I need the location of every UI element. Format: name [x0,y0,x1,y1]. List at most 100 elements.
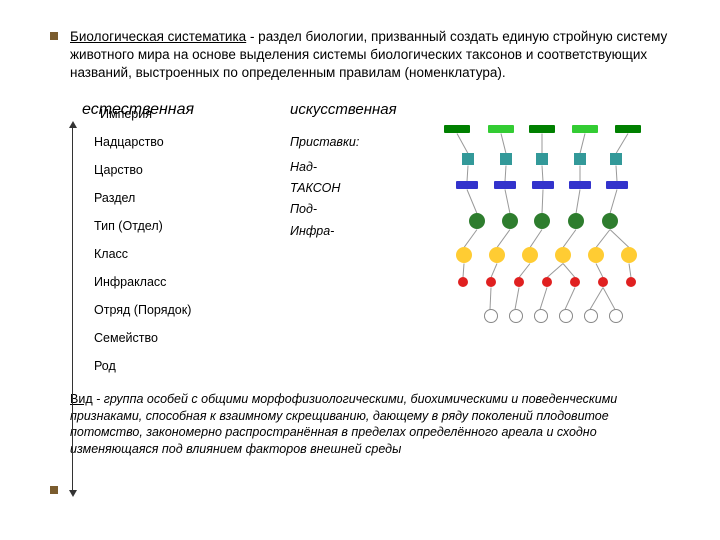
diagram-node [534,309,548,323]
diagram-node [598,277,608,287]
diagram-node [488,125,514,133]
diagram-node [444,125,470,133]
diagram-edge [467,165,469,181]
taxon-item: Отряд (Порядок) [94,303,290,317]
diagram-edge [603,287,616,309]
diagram-node [486,277,496,287]
prefix-item: Инфра- [290,221,420,242]
diagram-node [584,309,598,323]
prefix-item: Под- [290,199,420,220]
arrow-down-icon [72,251,73,491]
diagram-node [568,213,584,229]
diagram-node [469,213,485,229]
diagram-node [542,277,552,287]
diagram-node [500,153,512,165]
diagram-edge [491,263,498,277]
diagram-node [458,277,468,287]
content-columns: естественная ИмперияНадцарствоЦарствоРаз… [70,101,670,387]
diagram-edge [519,263,531,278]
diagram-edge [530,229,543,248]
diagram-node [572,125,598,133]
diagram-node [462,153,474,165]
diagram-edge [580,133,586,153]
diagram-node [534,213,550,229]
bullet-icon [50,486,58,494]
diagram-node [502,213,518,229]
diagram-node [610,153,622,165]
title-underline: Биологическая систематика [70,29,246,44]
prefix-item: ТАКСОН [290,178,420,199]
diagram-edge [563,229,577,248]
diagram-edge [563,263,576,278]
diagram-edge [590,287,604,310]
diagram-edge [464,229,478,248]
vid-text: - группа особей с общими морфофизиологич… [70,392,617,457]
taxon-item: Семейство [94,331,290,345]
taxon-item: Надцарство [94,135,290,149]
diagram-node [509,309,523,323]
taxon-item: Империя [100,107,290,121]
bullet-icon [50,32,58,40]
diagram-edge [616,165,618,181]
diagram-edge [515,287,520,309]
diagram-edge [542,133,543,153]
prefix-block: Приставки: Над-ТАКСОНПод-Инфра- [290,132,420,242]
diagram-node [532,181,554,189]
diagram-edge [505,189,511,213]
diagram-edge [497,229,511,248]
hierarchy-diagram [424,125,654,375]
diagram-node [494,181,516,189]
taxon-item: Инфракласс [94,275,290,289]
taxon-item: Тип (Отдел) [94,219,290,233]
diagram-edge [629,263,632,277]
diagram-node [569,181,591,189]
diagram-edge [616,133,629,154]
diagram-node [514,277,524,287]
diagram-node [602,213,618,229]
natural-column: естественная ИмперияНадцарствоЦарствоРаз… [70,101,290,387]
diagram-edge [565,287,576,309]
artificial-column: искусственная Приставки: Над-ТАКСОНПод-И… [290,101,420,242]
diagram-node [570,277,580,287]
diagram-node [484,309,498,323]
diagram-edge [457,133,469,153]
title-paragraph: Биологическая систематика - раздел биоло… [70,28,670,83]
diagram-node [626,277,636,287]
diagram-edge [580,165,581,181]
prefix-list: Над-ТАКСОНПод-Инфра- [290,157,420,242]
diagram-edge [576,189,581,213]
diagram-edge [540,287,548,309]
diagram-edge [490,287,492,309]
diagram-edge [542,165,544,181]
diagram-node [456,181,478,189]
diagram-edge [596,229,611,248]
vid-label: Вид [70,392,93,406]
diagram-node [456,247,472,263]
diagram-node [522,247,538,263]
diagram-edge [547,263,564,278]
diagram-edge [463,263,465,277]
diagram-edge [610,229,630,248]
prefix-heading: Приставки: [290,132,420,153]
diagram-node [609,309,623,323]
taxon-item: Класс [94,247,290,261]
diagram-node [536,153,548,165]
diagram-node [621,247,637,263]
artificial-title: искусственная [290,101,420,118]
taxon-item: Царство [94,163,290,177]
diagram-edge [467,189,478,213]
diagram-edge [596,263,604,277]
diagram-node [555,247,571,263]
diagram-node [574,153,586,165]
diagram-node [615,125,641,133]
diagram-edge [542,189,544,213]
taxon-item: Род [94,359,290,373]
vid-definition: Вид - группа особей с общими морфофизиол… [70,391,670,459]
diagram-edge [610,189,618,213]
prefix-item: Над- [290,157,420,178]
diagram-node [529,125,555,133]
taxon-list: ИмперияНадцарствоЦарствоРазделТип (Отдел… [94,107,290,373]
diagram-edge [501,133,507,153]
diagram-node [489,247,505,263]
diagram-node [559,309,573,323]
